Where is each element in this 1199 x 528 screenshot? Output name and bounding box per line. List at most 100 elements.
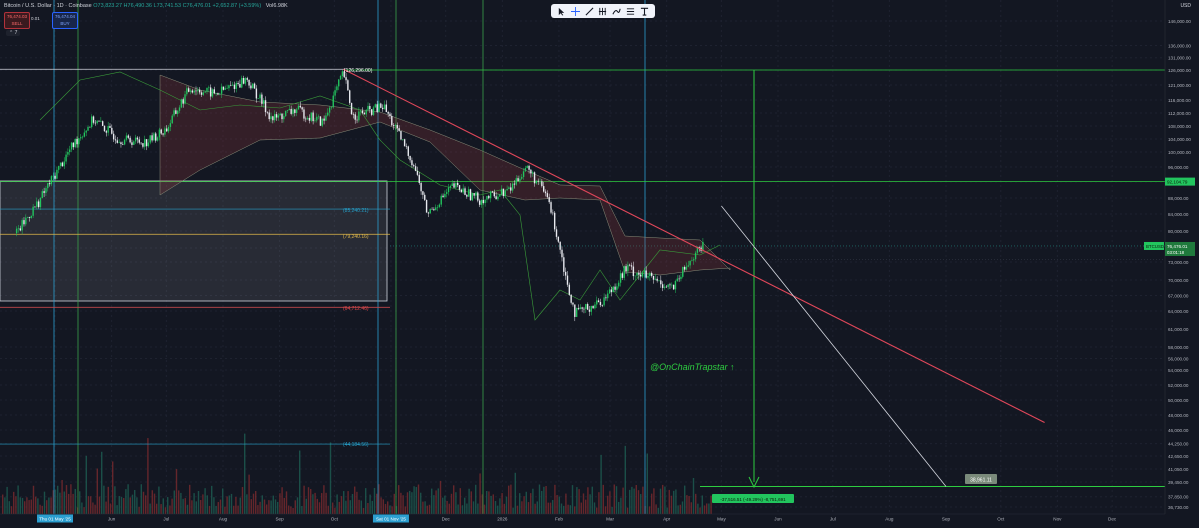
volume-bar: [598, 492, 600, 514]
candle-body: [656, 278, 658, 281]
candle-body: [365, 109, 367, 115]
candle-body: [614, 286, 616, 290]
candle-body: [394, 125, 397, 127]
candle-body: [392, 125, 395, 127]
volume-bar: [39, 504, 41, 514]
candle-body: [213, 89, 215, 94]
volume-bar: [455, 492, 457, 514]
pitchfork-icon[interactable]: [597, 6, 608, 17]
candle-body: [145, 139, 148, 147]
volume-bar: [74, 488, 76, 514]
volume-bar: [358, 499, 360, 514]
crosshair-icon[interactable]: [570, 6, 581, 17]
volume-bar: [422, 501, 424, 514]
volume-bar: [270, 500, 272, 514]
sell-button[interactable]: 76,474.03 SELL: [4, 12, 30, 29]
volume-bar: [68, 493, 70, 514]
candle-body: [433, 209, 435, 211]
trendline-icon[interactable]: [584, 6, 595, 17]
volume-bar: [303, 485, 305, 514]
candle-body: [138, 139, 140, 143]
candle-body: [169, 123, 172, 127]
candle-body: [372, 107, 375, 115]
candle-body: [43, 191, 45, 193]
volume-bar: [109, 503, 112, 514]
candle-body: [608, 289, 611, 294]
time-tick-label: 2026: [497, 517, 508, 522]
volume-bar: [72, 493, 74, 514]
candle-body: [552, 212, 554, 214]
candle-body: [420, 183, 422, 192]
candle-body: [268, 112, 270, 120]
candle-body: [98, 120, 100, 122]
volume-bar: [321, 493, 323, 514]
volume-bar: [624, 445, 626, 514]
volume-bar: [448, 503, 450, 514]
candle-body: [275, 114, 278, 118]
price-tick-label: 48,000.00: [1168, 413, 1189, 418]
volume-bar: [116, 505, 118, 514]
candle-body: [178, 107, 181, 111]
volume-bar: [426, 505, 428, 514]
candle-body: [352, 114, 355, 115]
candle-body: [266, 112, 269, 113]
volume-bar: [420, 492, 422, 514]
level-64-label: (64,712.46): [343, 306, 369, 312]
buy-button[interactable]: 76,474.04 BUY: [52, 12, 78, 29]
currency-label[interactable]: USD: [1180, 3, 1191, 9]
candle-body: [242, 77, 245, 84]
candle-body: [111, 127, 113, 134]
volume-bar: [299, 450, 301, 514]
volume-bar: [532, 488, 534, 514]
fib-icon[interactable]: [625, 6, 636, 17]
candle-body: [52, 175, 54, 177]
cursor-icon[interactable]: [556, 6, 567, 17]
candle-body: [526, 165, 528, 169]
candle-body: [389, 113, 391, 117]
volume-bar: [631, 486, 633, 514]
candle-body: [78, 138, 80, 145]
volume-bar: [481, 494, 483, 514]
candle-body: [590, 305, 592, 312]
candle-body: [288, 108, 291, 111]
volume-bar: [673, 490, 675, 514]
candle-body: [524, 168, 527, 172]
indicators-collapse-button[interactable]: ⌃ 7: [6, 30, 21, 36]
candle-body: [237, 83, 239, 85]
candle-body: [83, 132, 86, 137]
price-axis-bg: [1165, 0, 1199, 523]
candle-body: [361, 110, 364, 114]
candle-body: [87, 126, 89, 131]
volume-bar: [558, 496, 560, 514]
candle-body: [683, 266, 686, 270]
volume-bar: [552, 500, 554, 514]
volume-bar: [354, 486, 356, 514]
candle-body: [607, 293, 609, 299]
candle-body: [396, 125, 398, 129]
volume-bar: [525, 491, 527, 514]
candle-body: [175, 110, 177, 114]
volume-bar: [666, 507, 668, 514]
candle-body: [39, 197, 42, 208]
candle-body: [467, 189, 470, 197]
volume-bar: [686, 495, 688, 514]
volume-bar: [554, 484, 556, 514]
btc-price-tag: [1165, 241, 1195, 256]
price-tick-label: 44,250.00: [1168, 441, 1189, 446]
volume-bar: [384, 504, 387, 514]
candle-body: [566, 275, 569, 285]
price-tick-label: 42,650.00: [1168, 454, 1189, 459]
measure-arrowhead: [748, 476, 760, 489]
candle-body: [272, 116, 274, 121]
price-tick-label: 126,000.00: [1168, 68, 1191, 73]
brush-icon[interactable]: [611, 6, 622, 17]
candle-body: [224, 88, 226, 90]
volume-bar: [468, 488, 470, 514]
time-tick-label: Mar: [606, 517, 614, 522]
candle-body: [167, 126, 170, 132]
text-icon[interactable]: [639, 6, 650, 17]
candle-body: [215, 93, 217, 94]
volume-bar: [512, 507, 514, 514]
time-tick-label: May: [717, 517, 726, 522]
